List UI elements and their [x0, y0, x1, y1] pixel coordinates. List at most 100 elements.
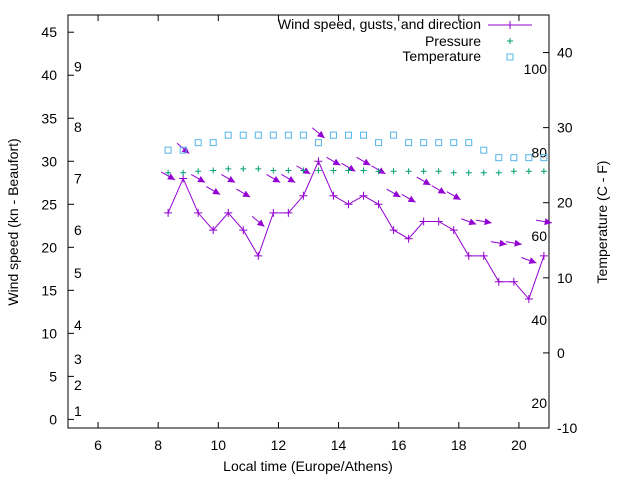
y-tick-label: 40	[41, 67, 57, 83]
fahrenheit-label: 20	[531, 395, 547, 411]
legend-sample-wind-marker	[506, 21, 514, 29]
gust-arrow-head	[377, 167, 386, 174]
pressure-point	[165, 169, 172, 176]
gust-arrow-head	[484, 218, 492, 226]
pressure-point	[495, 169, 502, 176]
x-tick-label: 20	[511, 437, 527, 453]
legend-sample-pressure	[507, 38, 513, 44]
temperature-point	[420, 139, 428, 147]
gust-arrow-head	[407, 195, 416, 203]
x-tick-label: 14	[331, 437, 347, 453]
temperature-point	[194, 139, 202, 147]
x-tick-label: 10	[211, 437, 227, 453]
y-tick-label: 5	[49, 368, 57, 384]
temperature-point	[435, 139, 443, 147]
pressure-point	[255, 165, 262, 172]
pressure-point	[285, 167, 292, 174]
gust-arrow-head	[362, 158, 371, 166]
temperature-point	[465, 139, 473, 147]
temperature-point	[405, 139, 413, 147]
fahrenheit-label: 40	[531, 312, 547, 328]
temperature-point	[525, 154, 533, 162]
wind-speed-point	[389, 226, 398, 235]
temperature-point	[329, 131, 337, 139]
wind-speed-point	[464, 251, 473, 260]
wind-speed-point	[239, 226, 248, 235]
legend: Wind speed, gusts, and direction Pressur…	[278, 16, 532, 64]
wind-speed-point	[224, 208, 233, 217]
gust-arrow-head	[544, 218, 552, 226]
axes	[67, 14, 550, 429]
beaufort-label: 8	[74, 119, 82, 135]
gust-arrow-head	[452, 193, 461, 200]
wind-speed-point	[539, 251, 548, 260]
y-tick-label: 30	[41, 153, 57, 169]
y2-tick-label: 10	[557, 270, 573, 286]
temperature-point	[164, 146, 172, 154]
gust-arrow-head	[167, 173, 176, 180]
wind-speed-point	[284, 208, 293, 217]
gust-arrow-head	[422, 178, 431, 186]
y-tick-label: 20	[41, 239, 57, 255]
temperature-point	[224, 131, 232, 139]
x-tick-label: 12	[271, 437, 287, 453]
y2-tick-label: 40	[557, 45, 573, 61]
y-tick-label: 15	[41, 282, 57, 298]
temperature-point	[314, 139, 322, 147]
beaufort-label: 4	[74, 317, 82, 333]
pressure-point	[450, 169, 457, 176]
pressure-point	[405, 168, 412, 175]
pressure-point	[525, 168, 532, 175]
legend-label-wind: Wind speed, gusts, and direction	[278, 16, 481, 32]
pressure-point	[195, 168, 202, 175]
temperature-point	[360, 131, 368, 139]
temperature-point	[510, 154, 518, 162]
beaufort-label: 6	[74, 222, 82, 238]
wind-speed-point	[254, 251, 263, 260]
y-tick-label: 10	[41, 325, 57, 341]
pressure-point	[240, 165, 247, 172]
pressure-point	[510, 168, 517, 175]
x-tick-label: 16	[391, 437, 407, 453]
wind-speed-point	[494, 277, 503, 286]
gust-arrow-head	[197, 175, 206, 183]
legend-sample-temperature	[506, 53, 514, 61]
pressure-point	[390, 168, 397, 175]
wind-speed-point	[524, 294, 533, 303]
x-axis-label: Local time (Europe/Athens)	[223, 458, 393, 474]
plot-data	[160, 127, 552, 303]
wind-speed-point	[419, 217, 428, 226]
gust-arrow-head	[316, 130, 325, 139]
gust-arrow-head	[242, 190, 251, 198]
wind-speed-line	[167, 160, 545, 300]
wind-speed-point	[269, 208, 278, 217]
temperature-point	[299, 131, 307, 139]
y-tick-label: 45	[41, 24, 57, 40]
y2-tick-label: 20	[557, 195, 573, 211]
gust-arrow-head	[287, 175, 296, 183]
wind-speed-point	[404, 234, 413, 243]
gust-arrow-head	[181, 146, 190, 154]
beaufort-label: 5	[74, 265, 82, 281]
legend-label-pressure: Pressure	[425, 33, 481, 49]
gust-arrow-head	[212, 187, 221, 195]
beaufort-label: 9	[74, 59, 82, 75]
temperature-point	[375, 139, 383, 147]
wind-speed-point	[209, 226, 218, 235]
temperature-point	[450, 139, 458, 147]
wind-speed-point	[344, 200, 353, 209]
y2-tick-label: 30	[557, 120, 573, 136]
gust-arrow-head	[468, 218, 477, 226]
ticks: 6 8 10 12 14 16 18 20051015202530354045-1001020…	[41, 15, 577, 453]
wind-speed-point	[434, 217, 443, 226]
wind-speed-point	[359, 191, 368, 200]
gust-arrow-head	[227, 175, 236, 183]
pressure-point	[315, 167, 322, 174]
wind-speed-point	[329, 191, 338, 200]
gust-arrow-head	[437, 187, 446, 194]
y-tick-label: 35	[41, 110, 57, 126]
temperature-point	[540, 154, 548, 162]
plot-frame	[67, 14, 550, 429]
beaufort-label: 2	[74, 377, 82, 393]
